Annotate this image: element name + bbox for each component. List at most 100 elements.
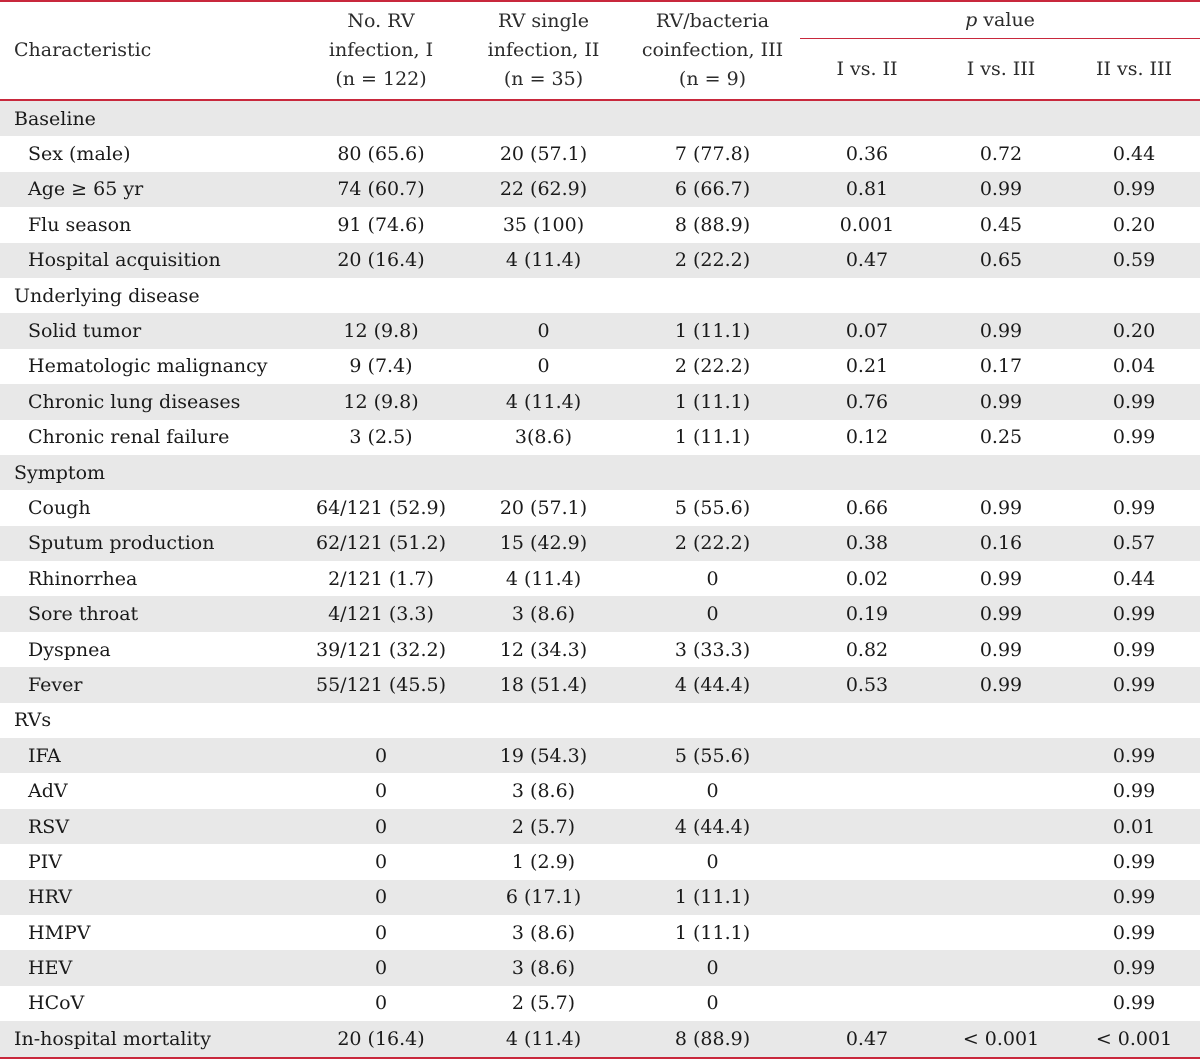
cell-p-i-vs-ii: 0.66 [845, 496, 889, 519]
cell-p-ii-vs-iii: 0.99 [1112, 992, 1156, 1015]
cell-rv-bacteria [625, 278, 800, 313]
row-label: RSV [0, 808, 300, 845]
header-p-i-vs-iii: I vs. III [934, 38, 1068, 101]
cell-rv-single [462, 703, 625, 738]
header-p-i-vs-ii: I vs. II [800, 38, 934, 101]
table-row: In-hospital mortality 20 (16.4) 4 (11.4) 8 … [0, 1021, 1200, 1059]
row-label: Fever [0, 667, 300, 703]
cell-rv-bacteria: 1 (11.1) [674, 426, 751, 449]
cell-p-i-vs-ii [800, 986, 934, 1021]
cell-p-ii-vs-iii: 0.20 [1112, 213, 1156, 236]
cell-rv-bacteria: 1 (11.1) [625, 879, 800, 915]
cell-p-ii-vs-iii: 0.44 [1112, 143, 1156, 166]
header-col-ii-line1: RV single [498, 10, 589, 32]
cell-rv-single: 4 (11.4) [505, 567, 582, 590]
cell-p-i-vs-iii: 0.45 [979, 213, 1023, 236]
cell-rv-infection: 2/121 (1.7) [328, 567, 434, 590]
cell-rv-bacteria: 8 (88.9) [674, 213, 751, 236]
cell-rv-bacteria: 2 (22.2) [674, 355, 751, 378]
cell-p-i-vs-ii: 0.76 [800, 384, 934, 420]
table-row: Age ≥ 65 yr 74 (60.7) 22 (62.9) 6 (66.7) 0.8… [0, 171, 1200, 208]
cell-p-i-vs-ii [800, 915, 934, 950]
cell-rv-bacteria: 0 [706, 992, 719, 1015]
cell-p-i-vs-ii [800, 100, 934, 137]
cell-rv-single [462, 454, 625, 491]
cell-rv-single: 3 (8.6) [511, 921, 576, 944]
cell-p-i-vs-ii [800, 738, 934, 774]
cell-p-i-vs-iii: 0.99 [979, 567, 1023, 590]
table-row: Fever 55/121 (45.5) 18 (51.4) 4 (44.4) 0.53 0… [0, 667, 1200, 703]
cell-p-i-vs-ii: 0.07 [800, 313, 934, 349]
cell-p-ii-vs-iii: 0.57 [1068, 525, 1200, 562]
row-section-label: RVs [14, 709, 52, 732]
row-section-label: Symptom [0, 454, 300, 491]
cell-rv-single: 12 (34.3) [499, 638, 588, 661]
cell-rv-bacteria: 8 (88.9) [625, 1021, 800, 1059]
header-p-italic: p [965, 8, 978, 31]
cell-rv-single: 3 (8.6) [511, 780, 576, 803]
cell-p-i-vs-iii: 0.16 [934, 525, 1068, 562]
header-col-ii: RV single infection, II (n = 35) [462, 1, 625, 101]
cell-rv-single: 3 (8.6) [462, 950, 625, 986]
cell-p-ii-vs-iii [1068, 278, 1200, 313]
cell-rv-infection [300, 278, 462, 313]
cell-rv-infection: 9 (7.4) [349, 355, 413, 378]
cell-rv-infection: 0 [300, 808, 462, 845]
row-label: IFA [0, 738, 300, 774]
cell-rv-single: 2 (5.7) [462, 808, 625, 845]
cell-rv-infection: 0 [300, 950, 462, 986]
cell-p-ii-vs-iii: 0.99 [1068, 879, 1200, 915]
table-row: IFA 0 19 (54.3) 5 (55.6) 0.99 [0, 738, 1200, 774]
cell-rv-single: 1 (2.9) [511, 850, 576, 873]
cell-p-ii-vs-iii: 0.44 [1112, 567, 1156, 590]
row-label: Age ≥ 65 yr [0, 171, 300, 208]
cell-rv-infection: 0 [300, 879, 462, 915]
header-col-iii-line1: RV/bacteria [655, 10, 770, 32]
header-col-iii-line3: (n = 9) [678, 68, 747, 90]
cell-rv-bacteria: 5 (55.6) [674, 496, 751, 519]
cell-rv-single: 20 (57.1) [499, 143, 588, 166]
cell-rv-bacteria [625, 100, 800, 137]
cell-p-i-vs-ii [800, 950, 934, 986]
cell-rv-infection: 80 (65.6) [337, 143, 425, 166]
cell-rv-bacteria: 0 [706, 567, 719, 590]
cell-rv-bacteria [625, 454, 800, 491]
cell-rv-infection [300, 703, 462, 738]
cell-rv-infection: 62/121 (51.2) [300, 525, 462, 562]
cell-p-i-vs-ii: 0.36 [845, 143, 889, 166]
cell-rv-single: 0 [537, 355, 550, 378]
table-row: Chronic renal failure 3 (2.5) 3(8.6) 1 (11.… [0, 420, 1200, 455]
cell-p-i-vs-ii: 0.02 [845, 567, 889, 590]
cell-p-ii-vs-iii: 0.59 [1068, 242, 1200, 278]
cell-p-ii-vs-iii [1068, 703, 1200, 738]
table-row: Sputum production 62/121 (51.2) 15 (42.9) 2… [0, 525, 1200, 562]
cell-rv-infection: 55/121 (45.5) [300, 667, 462, 703]
row-label: Solid tumor [0, 313, 300, 349]
cell-rv-single: 4 (11.4) [462, 384, 625, 420]
cell-rv-infection: 0 [374, 992, 388, 1015]
table-row: Solid tumor 12 (9.8) 0 1 (11.1) 0.07 0.99 0.20 [0, 313, 1200, 349]
cell-p-ii-vs-iii: 0.99 [1112, 850, 1156, 873]
cell-p-i-vs-ii: 0.47 [800, 1021, 934, 1059]
cell-rv-single [462, 278, 625, 313]
cell-p-i-vs-iii: 0.99 [934, 384, 1068, 420]
cell-rv-infection: 0 [374, 850, 388, 873]
cell-rv-infection: 39/121 (32.2) [315, 638, 446, 661]
row-section-label: Underlying disease [14, 284, 200, 307]
cell-rv-bacteria: 7 (77.8) [674, 143, 751, 166]
cell-p-i-vs-iii [934, 454, 1068, 491]
cell-p-ii-vs-iii: 0.99 [1068, 950, 1200, 986]
cell-rv-infection: 4/121 (3.3) [300, 596, 462, 632]
cell-rv-bacteria: 1 (11.1) [674, 921, 751, 944]
header-p-ii-vs-iii: II vs. III [1068, 38, 1200, 101]
table-row: Underlying disease [0, 278, 1200, 313]
table-row: AdV 0 3 (8.6) 0 0.99 [0, 773, 1200, 808]
row-label: Cough [28, 496, 91, 519]
table-row: PIV 0 1 (2.9) 0 0.99 [0, 844, 1200, 879]
header-col-i: No. RV infection, I (n = 122) [300, 1, 462, 101]
cell-p-i-vs-ii: 0.81 [800, 171, 934, 208]
cell-p-i-vs-ii [800, 773, 934, 808]
table-row: Rhinorrhea 2/121 (1.7) 4 (11.4) 0 0.02 0.99 0.… [0, 561, 1200, 596]
header-characteristic: Characteristic [0, 1, 300, 101]
cell-rv-bacteria: 0 [625, 950, 800, 986]
